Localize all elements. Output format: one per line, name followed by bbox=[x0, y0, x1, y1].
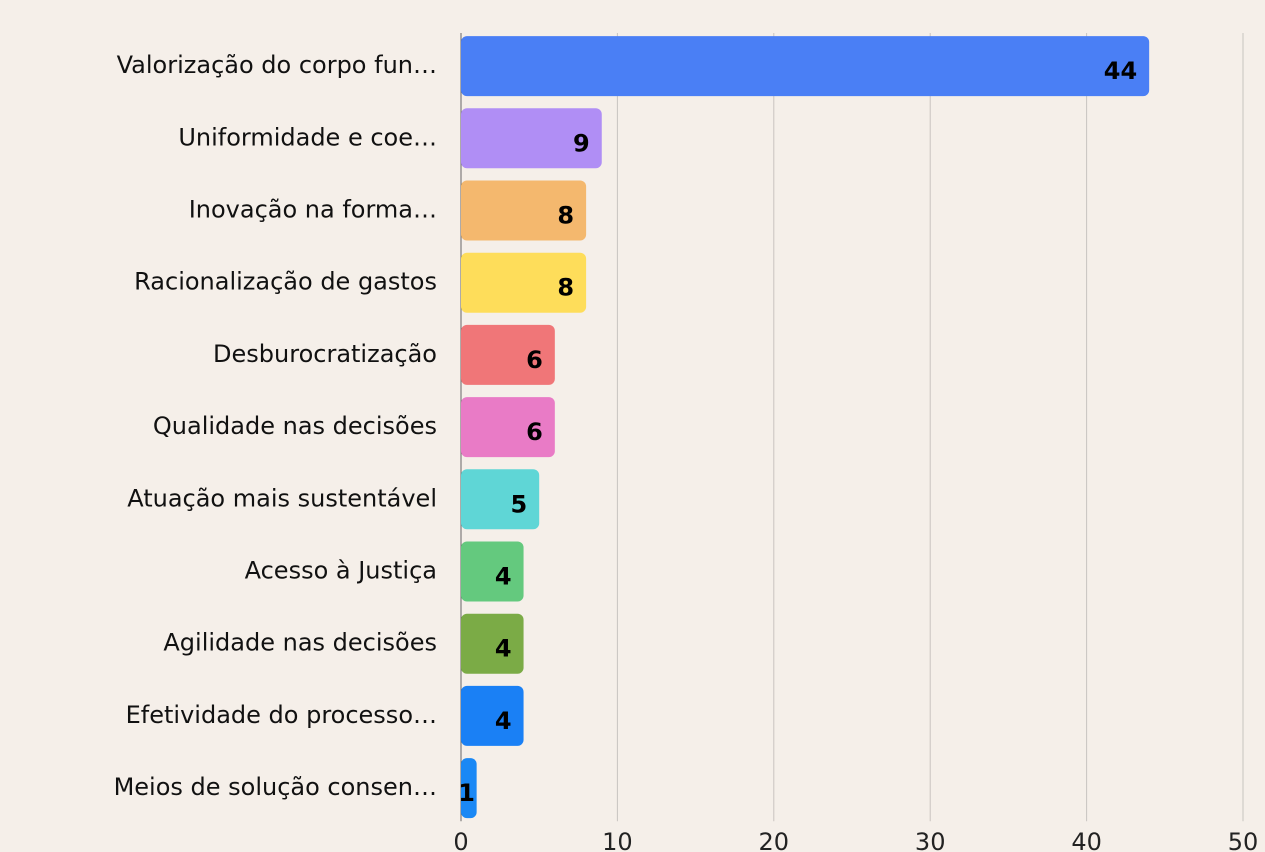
category-label: Valorização do corpo fun… bbox=[117, 51, 437, 79]
category-label: Desburocratização bbox=[213, 340, 437, 368]
x-tick-label: 30 bbox=[915, 828, 946, 852]
value-label: 9 bbox=[573, 129, 590, 157]
value-label: 8 bbox=[557, 274, 574, 302]
category-label: Meios de solução consen… bbox=[114, 773, 437, 801]
bar bbox=[461, 108, 602, 169]
category-label: Racionalização de gastos bbox=[134, 268, 437, 296]
bar bbox=[461, 685, 524, 746]
bar bbox=[461, 758, 477, 819]
category-label: Efetividade do processo… bbox=[126, 701, 437, 729]
value-label: 5 bbox=[510, 490, 527, 518]
bar bbox=[461, 397, 555, 458]
bar bbox=[461, 252, 587, 313]
x-tick-label: 50 bbox=[1228, 828, 1259, 852]
bar bbox=[461, 36, 1150, 97]
bar bbox=[461, 469, 540, 530]
x-tick-label: 20 bbox=[759, 828, 790, 852]
value-label: 6 bbox=[526, 346, 543, 374]
category-label: Inovação na forma… bbox=[189, 196, 437, 224]
value-label: 4 bbox=[495, 635, 512, 663]
x-tick-label: 0 bbox=[453, 828, 468, 852]
value-label: 44 bbox=[1104, 57, 1137, 85]
value-label: 8 bbox=[557, 202, 574, 230]
x-tick-label: 40 bbox=[1071, 828, 1102, 852]
value-label: 6 bbox=[526, 418, 543, 446]
bar bbox=[461, 541, 524, 602]
value-label: 4 bbox=[495, 563, 512, 591]
bar bbox=[461, 180, 587, 241]
value-label: 1 bbox=[458, 779, 475, 807]
value-label: 4 bbox=[495, 707, 512, 735]
bar bbox=[461, 324, 555, 385]
category-label: Agilidade nas decisões bbox=[163, 629, 437, 657]
x-tick-label: 10 bbox=[602, 828, 633, 852]
category-label: Uniformidade e coe… bbox=[178, 123, 437, 151]
category-label: Acesso à Justiça bbox=[245, 557, 437, 585]
bar bbox=[461, 613, 524, 674]
category-label: Qualidade nas decisões bbox=[153, 412, 437, 440]
category-label: Atuação mais sustentável bbox=[127, 484, 437, 512]
